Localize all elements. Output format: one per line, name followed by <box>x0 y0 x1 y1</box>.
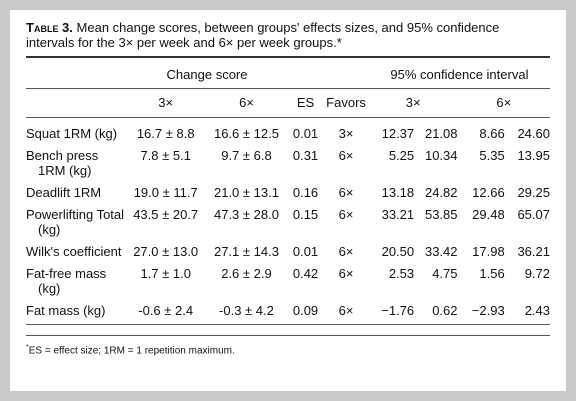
cell: 6× <box>323 300 369 325</box>
cell: 1.56 <box>479 266 505 281</box>
cell: 29.25 <box>517 185 550 200</box>
cell: 9.72 <box>524 266 550 281</box>
cell: 27.1 ± 14.3 <box>213 244 279 259</box>
cell: 5.25 <box>388 148 415 163</box>
cell: -0.6 ± 2.4 <box>126 300 206 325</box>
data-row: Bench press 1RM (kg) 7.8 ± 5.1 9.7 ± 6.8 0.… <box>26 145 550 182</box>
data-row: Powerlifting Total (kg) 43.5 ± 20.7 47.3 ±… <box>26 204 550 241</box>
cell: 13.18 <box>381 185 415 200</box>
column-header: 3× <box>126 88 206 118</box>
cell: 1.7 ± 1.0 <box>140 266 191 281</box>
footnote-text: ES = effect size; 1RM = 1 repetition max… <box>28 345 235 357</box>
cell: 16.7 ± 8.8 <box>136 126 195 141</box>
cell: 12.66 <box>472 185 505 200</box>
cell: −2.93 <box>457 300 505 325</box>
row-label: Fat mass (kg) <box>26 300 127 325</box>
empty-cell <box>26 88 127 118</box>
data-row: Deadlift 1RM 19.0 ± 11.7 21.0 ± 13.1 0.16 6×… <box>26 182 550 204</box>
empty-cell <box>26 60 127 89</box>
cell: -0.3 ± 4.2 <box>205 300 288 325</box>
group-header: 95% confidence interval <box>368 60 550 89</box>
cell: 47.3 ± 28.0 <box>213 207 279 222</box>
cell: 12.37 <box>381 126 415 141</box>
cell: 0.09 <box>287 300 324 325</box>
column-header: 6× <box>205 88 288 118</box>
caption: Table 3. Mean change scores, between gro… <box>26 20 550 58</box>
data-row: Wilk's coefficient 27.0 ± 13.0 27.1 ± 14.3… <box>26 241 550 263</box>
caption-label: Table 3. <box>26 20 73 35</box>
empty-cell <box>287 60 369 89</box>
cell: 0.15 <box>292 207 319 222</box>
cell: 33.21 <box>381 207 415 222</box>
cell: 9.7 ± 6.8 <box>221 148 272 163</box>
cell: 53.85 <box>424 207 458 222</box>
row-label: Squat 1RM (kg) <box>26 126 118 141</box>
caption-text: Mean change scores, between groups' effe… <box>26 20 500 50</box>
data-row: Fat mass (kg) -0.6 ± 2.4 -0.3 ± 4.2 0.09 6× −… <box>26 300 550 325</box>
footnote: *ES = effect size; 1RM = 1 repetition ma… <box>26 335 550 356</box>
cell: 0.31 <box>292 148 319 163</box>
cell: 19.0 ± 11.7 <box>133 185 198 200</box>
cell: 0.42 <box>292 266 319 281</box>
cell: 5.35 <box>479 148 505 163</box>
column-header: 3× <box>368 88 458 118</box>
cell: 7.8 ± 5.1 <box>140 148 191 163</box>
cell: 2.43 <box>504 300 550 325</box>
column-header: ES <box>287 88 324 118</box>
cell: 10.34 <box>424 148 458 163</box>
cell: 3× <box>338 126 354 141</box>
cell: 33.42 <box>424 244 458 259</box>
cell: 65.07 <box>517 207 550 222</box>
row-label: Wilk's coefficient <box>26 244 122 259</box>
cell: 24.60 <box>517 126 550 141</box>
cell: 6× <box>338 148 354 163</box>
cell: 4.75 <box>432 266 458 281</box>
row-label: Deadlift 1RM <box>26 185 102 200</box>
group-header: Change score <box>126 60 288 89</box>
data-row: Fat-free mass (kg) 1.7 ± 1.0 2.6 ± 2.9 0.42… <box>26 263 550 300</box>
cell: 16.6 ± 12.5 <box>213 126 279 141</box>
cell: 21.0 ± 13.1 <box>213 185 279 200</box>
cell: 0.62 <box>414 300 458 325</box>
cell: 24.82 <box>424 185 458 200</box>
row-label: Fat-free mass (kg) <box>26 266 107 296</box>
group-header-row: Change score 95% confidence interval <box>26 60 550 89</box>
row-label: Bench press 1RM (kg) <box>26 148 99 178</box>
cell: 6× <box>338 185 354 200</box>
cell: 21.08 <box>424 126 458 141</box>
cell: 27.0 ± 13.0 <box>133 244 199 259</box>
footnote-marker: * <box>26 344 29 351</box>
cell: 20.50 <box>381 244 415 259</box>
cell: 29.48 <box>472 207 505 222</box>
cell: 6× <box>338 244 354 259</box>
cell: 2.53 <box>388 266 415 281</box>
cell: −1.76 <box>368 300 415 325</box>
cell: 13.95 <box>517 148 550 163</box>
cell: 0.16 <box>292 185 319 200</box>
cell: 43.5 ± 20.7 <box>133 207 199 222</box>
cell: 6× <box>338 266 354 281</box>
table-box: Table 3. Mean change scores, between gro… <box>10 10 566 391</box>
cell: 6× <box>338 207 354 222</box>
cell: 0.01 <box>292 126 319 141</box>
column-header: 6× <box>457 88 550 118</box>
cell: 8.66 <box>479 126 505 141</box>
column-header: Favors <box>323 88 369 118</box>
data-table: Change score 95% confidence interval 3× 6× E… <box>26 60 550 325</box>
row-label: Powerlifting Total (kg) <box>26 207 125 237</box>
column-header-row: 3× 6× ES Favors 3× 6× <box>26 88 550 118</box>
cell: 36.21 <box>517 244 550 259</box>
cell: 17.98 <box>472 244 505 259</box>
cell: 2.6 ± 2.9 <box>221 266 272 281</box>
data-row: Squat 1RM (kg) 16.7 ± 8.8 16.6 ± 12.5 0.01 3… <box>26 118 550 146</box>
cell: 0.01 <box>292 244 319 259</box>
